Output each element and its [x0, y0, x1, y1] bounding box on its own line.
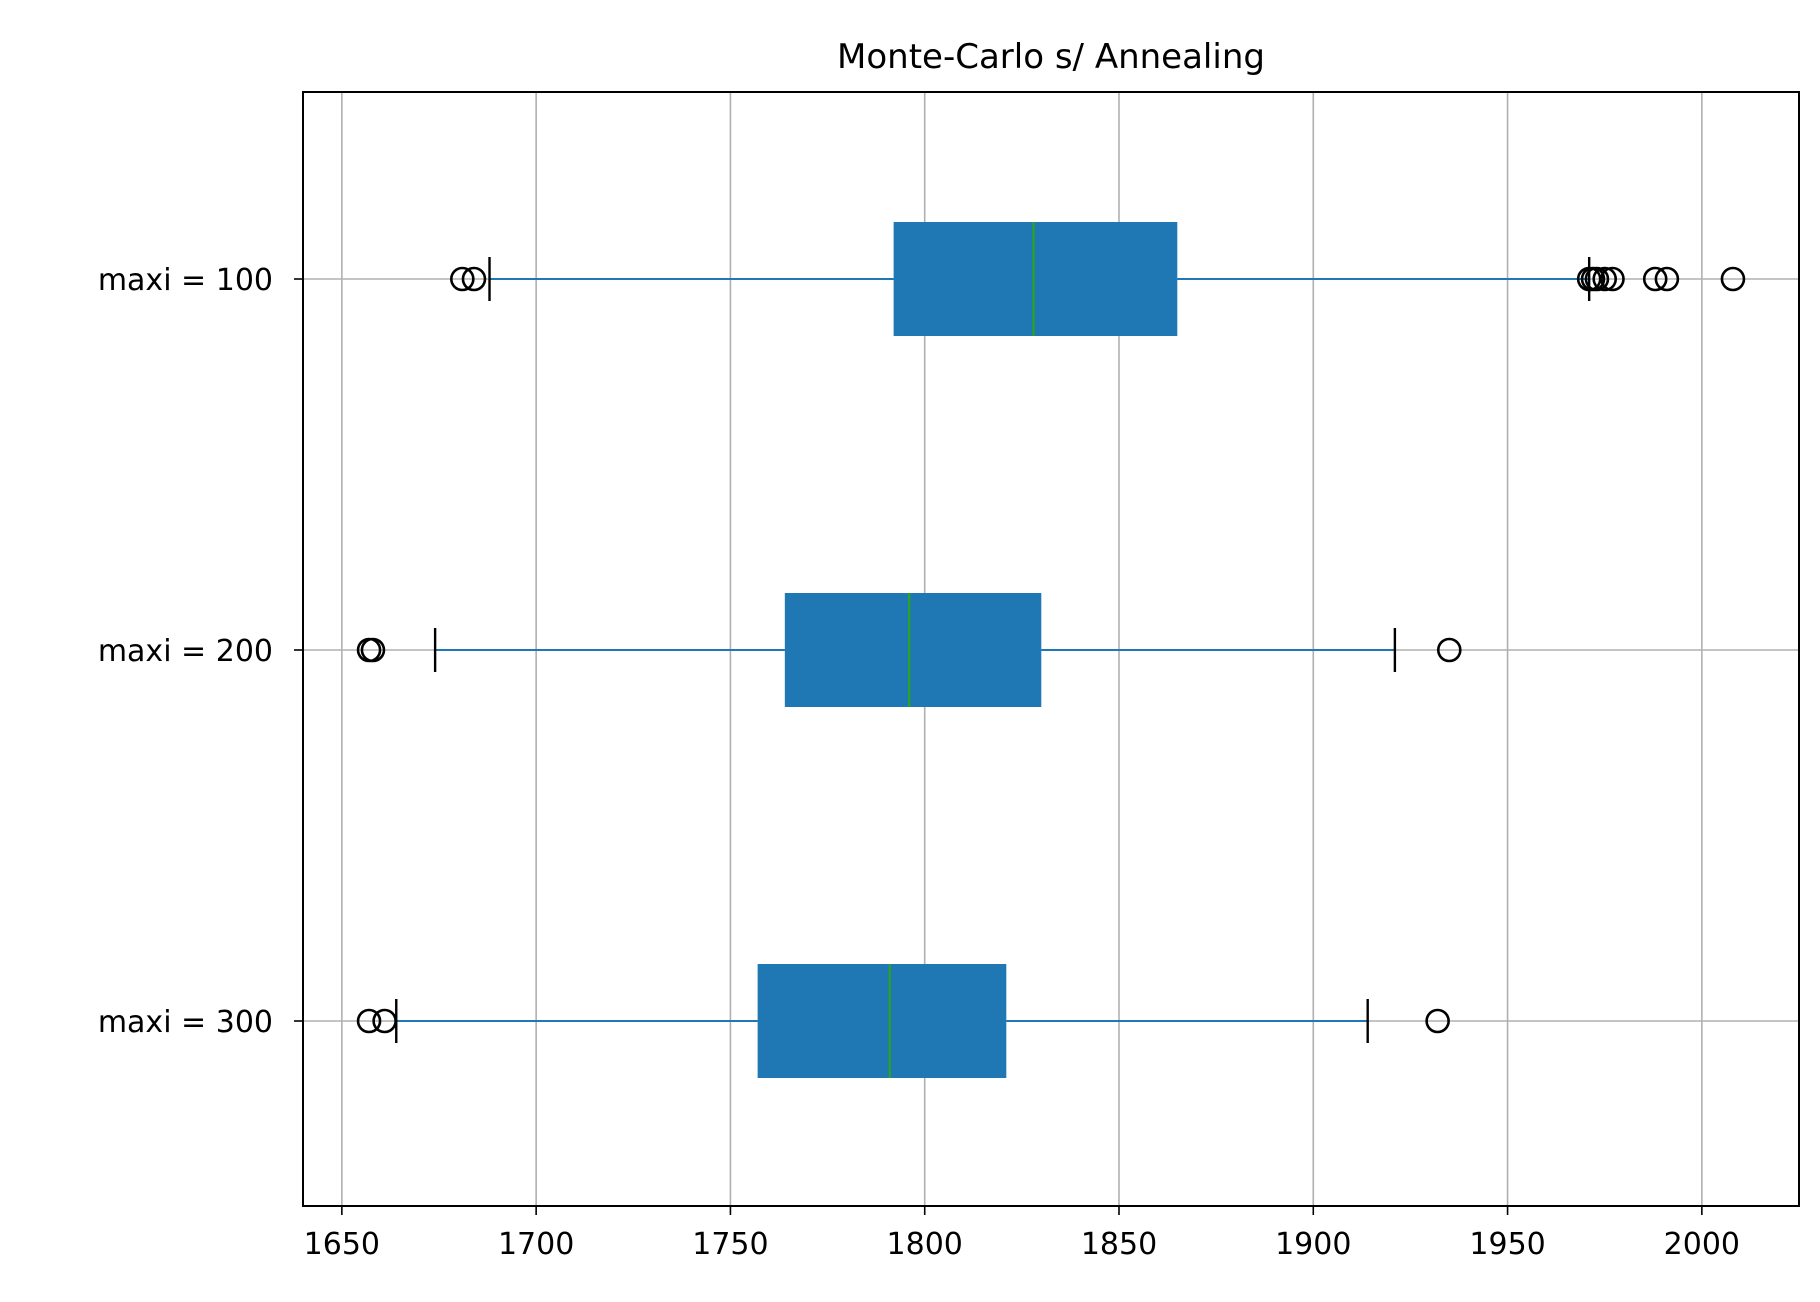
outlier-point	[1425, 1008, 1450, 1034]
x-tick-label: 1850	[1081, 1227, 1157, 1262]
y-tick-label: maxi = 200	[98, 634, 273, 669]
plot-frame	[302, 91, 1800, 1207]
outlier-point	[1584, 266, 1610, 292]
x-tick-label: 1800	[887, 1227, 963, 1262]
box-series	[356, 222, 1746, 1078]
axis-ticks: 1650 1700 1750 1800 1850 1900 1950 2000 maxi = 1…	[98, 263, 1740, 1262]
box-group	[450, 222, 1746, 336]
iqr-box	[893, 222, 1178, 336]
outlier-point	[1436, 637, 1462, 663]
chart-title: Monte-Carlo s/ Annealing	[837, 37, 1265, 77]
iqr-box	[757, 964, 1007, 1078]
iqr-box	[784, 593, 1042, 707]
y-tick-label: maxi = 300	[98, 1005, 273, 1040]
outlier-point	[1642, 266, 1668, 292]
x-tick-label: 1700	[498, 1227, 574, 1262]
outlier-point	[1592, 266, 1618, 292]
box-group	[356, 964, 1450, 1078]
outlier-point	[1720, 266, 1746, 292]
outlier-point	[1600, 266, 1625, 292]
outlier-point	[450, 266, 475, 292]
x-tick-label: 2000	[1664, 1227, 1740, 1262]
x-tick-label: 1900	[1275, 1227, 1351, 1262]
x-tick-label: 1650	[304, 1227, 380, 1262]
x-tick-label: 1950	[1469, 1227, 1545, 1262]
outlier-point	[372, 1008, 397, 1034]
x-tick-label: 1750	[692, 1227, 768, 1262]
outlier-point	[1654, 266, 1680, 292]
outlier-point	[360, 637, 386, 663]
outlier-point	[356, 1008, 382, 1034]
y-tick-label: maxi = 100	[98, 263, 273, 298]
box-group	[356, 593, 1462, 707]
outlier-point	[461, 266, 487, 292]
